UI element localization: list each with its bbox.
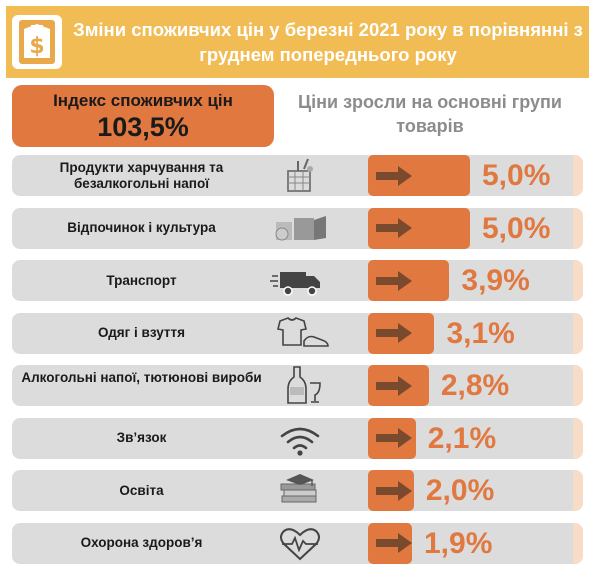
category-label: Алкогольні напої, тютюнові вироби bbox=[21, 369, 262, 385]
category-label: Відпочинок і культура bbox=[67, 220, 216, 235]
row-edge bbox=[573, 260, 583, 301]
row-edge bbox=[573, 155, 583, 196]
row-edge bbox=[573, 312, 583, 354]
arrow-right-icon bbox=[376, 480, 412, 501]
growth-label: Ціни зросли на основні групи товарів bbox=[298, 92, 562, 136]
data-label: 1,9% bbox=[424, 526, 493, 560]
books-icon bbox=[280, 474, 317, 503]
row-edge bbox=[573, 365, 583, 406]
row-edge bbox=[573, 522, 583, 564]
grocery-icon bbox=[287, 158, 313, 192]
category-label: Освіта bbox=[119, 482, 164, 498]
row-edge bbox=[573, 207, 583, 249]
category-label: Охорона здоров’я bbox=[80, 535, 203, 550]
chart-title: Зміни споживчих цін у березні 2021 року … bbox=[73, 19, 583, 65]
category-label: Транспорт bbox=[106, 272, 177, 288]
data-label: 2,8% bbox=[440, 369, 510, 402]
header-banner: $ Зміни споживчих цін у березні 2021 рок… bbox=[6, 6, 589, 78]
data-label: 5,0% bbox=[482, 159, 551, 192]
arrow-right-icon bbox=[376, 533, 412, 553]
truck-icon bbox=[270, 272, 320, 296]
row-background bbox=[12, 312, 583, 354]
data-label: 5,0% bbox=[482, 211, 551, 245]
cpi-index-box: Індекс споживчих цін 103,5% bbox=[12, 85, 274, 147]
cpi-index-value: 103,5% bbox=[97, 112, 189, 142]
data-label: 3,1% bbox=[446, 316, 515, 350]
culture-icon bbox=[275, 215, 326, 240]
row-edge bbox=[573, 470, 583, 511]
wifi-icon bbox=[280, 427, 320, 456]
cpi-index-label: Індекс споживчих цін bbox=[53, 91, 233, 110]
bottle-icon bbox=[287, 366, 321, 404]
price-tag-icon: $ bbox=[12, 15, 62, 69]
data-label: 3,9% bbox=[461, 264, 530, 297]
heart-pulse-icon bbox=[280, 527, 320, 560]
category-label: Зв’язок bbox=[116, 430, 167, 445]
arrow-right-icon bbox=[376, 270, 412, 291]
data-label: 2,0% bbox=[425, 474, 495, 507]
arrow-right-icon bbox=[376, 375, 412, 396]
arrow-right-icon bbox=[376, 165, 412, 186]
category-label: Одяг і взуття bbox=[98, 325, 185, 340]
arrow-right-icon bbox=[376, 428, 412, 448]
row-background bbox=[12, 365, 583, 406]
arrow-right-icon bbox=[376, 218, 412, 238]
clothes-icon bbox=[277, 316, 329, 347]
data-label: 2,1% bbox=[427, 421, 497, 455]
svg-text:$: $ bbox=[29, 34, 44, 59]
arrow-right-icon bbox=[376, 323, 412, 343]
row-edge bbox=[573, 417, 583, 459]
category-label: Продукти харчування та безалкогольні нап… bbox=[59, 159, 224, 191]
